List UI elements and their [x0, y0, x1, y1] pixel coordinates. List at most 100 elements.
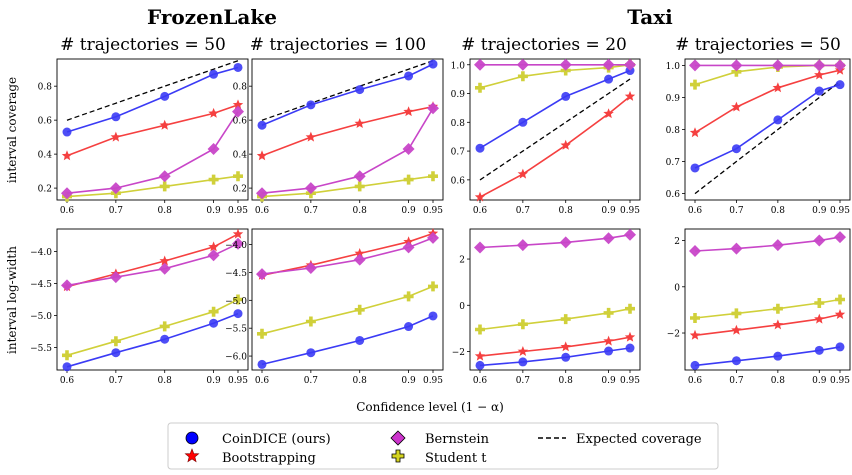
x-tick-label: 0.8 — [559, 206, 574, 216]
data-point-bernstein — [474, 241, 486, 254]
data-point-bootstrapping — [305, 131, 317, 142]
data-point-coindice-ours — [773, 115, 783, 125]
data-point-bernstein — [402, 241, 415, 254]
y-tick-label: −2 — [452, 348, 465, 358]
data-point-coindice-ours — [690, 360, 700, 370]
data-point-coindice-ours — [835, 80, 845, 90]
legend-label-bootstrapping: Bootstrapping — [222, 451, 316, 466]
data-point-bootstrapping — [403, 236, 414, 247]
x-tick-label: 0.9 — [601, 376, 616, 386]
data-point-coindice-ours — [257, 359, 267, 369]
data-point-bootstrapping — [731, 101, 742, 112]
panel-1: 0.6 0.7 0.8 0.9 0.95 0.2 0.4 0.6 0.8 — [38, 58, 249, 216]
data-point-student-t — [772, 303, 783, 314]
data-point-bootstrapping — [560, 341, 571, 352]
data-point-bootstrapping — [354, 118, 365, 128]
ylabel-logwidth: interval log-width — [5, 246, 19, 354]
legend-label-expected: Expected coverage — [576, 432, 702, 447]
data-point-bernstein — [834, 59, 846, 72]
data-point-coindice-ours — [625, 343, 635, 353]
x-tick-label: 0.7 — [729, 376, 744, 386]
data-point-bernstein — [730, 59, 743, 72]
data-point-bootstrapping — [689, 127, 701, 138]
data-point-bernstein — [730, 242, 743, 255]
plot-area — [61, 60, 244, 202]
data-point-student-t — [159, 321, 170, 332]
data-point-bernstein — [109, 271, 122, 284]
data-point-student-t — [403, 174, 414, 185]
panel-2: 0.6 0.7 0.8 0.9 0.95 0.2 0.4 0.6 0.8 — [233, 58, 444, 216]
x-tick-label: 0.6 — [255, 376, 270, 386]
data-point-coindice-ours — [731, 144, 741, 154]
y-tick-label: 0.2 — [233, 185, 247, 195]
legend-entry-coindice: CoinDICE (ours) — [185, 431, 331, 447]
data-point-bernstein — [624, 58, 636, 71]
x-tick-label: 0.95 — [620, 206, 640, 216]
y-tick-label: −4.5 — [225, 269, 247, 279]
data-point-bernstein — [834, 231, 846, 244]
plot-area — [474, 58, 636, 202]
panel-title-2: # trajectories = 100 — [250, 35, 427, 55]
legend: CoinDICE (ours) Bootstrapping Bernstein … — [167, 422, 719, 470]
x-tick-label: 0.9 — [401, 376, 416, 386]
x-tick-label: 0.7 — [729, 206, 744, 216]
data-point-student-t — [110, 336, 121, 347]
data-point-coindice-ours — [62, 362, 72, 372]
data-point-bootstrapping — [474, 350, 486, 361]
y-tick-label: 0.2 — [38, 185, 52, 195]
data-point-bootstrapping — [624, 90, 636, 101]
data-point-coindice-ours — [428, 59, 438, 69]
data-point-bernstein — [427, 102, 439, 115]
y-tick-label: −5.0 — [225, 297, 247, 307]
data-point-coindice-ours — [233, 309, 243, 319]
data-point-student-t — [690, 313, 700, 323]
y-tick-label: −2 — [667, 330, 680, 340]
data-point-student-t — [603, 307, 614, 318]
plot-area — [61, 228, 244, 372]
data-point-coindice-ours — [518, 357, 528, 367]
data-point-bernstein — [516, 58, 529, 71]
x-tick-label: 0.8 — [771, 376, 786, 386]
panel-title-3: # trajectories = 20 — [461, 35, 627, 55]
legend-entry-bernstein: Bernstein — [390, 430, 490, 447]
series-line-expected-coverage — [694, 80, 841, 195]
data-point-coindice-ours — [814, 86, 824, 96]
x-tick-label: 0.9 — [206, 376, 221, 386]
data-point-coindice-ours — [475, 360, 485, 370]
data-point-bootstrapping — [208, 107, 219, 118]
plot-frame — [469, 228, 641, 371]
y-tick-label: 2 — [674, 237, 680, 247]
data-point-student-t — [517, 71, 528, 82]
x-tick-label: 0.95 — [830, 206, 850, 216]
data-point-bernstein — [207, 249, 220, 262]
y-tick-label: 0.8 — [666, 126, 681, 136]
group-title-taxi: Taxi — [627, 5, 673, 29]
data-point-student-t — [475, 324, 485, 335]
x-tick-label: 0.6 — [688, 376, 703, 386]
data-point-student-t — [560, 314, 571, 325]
data-point-coindice-ours — [209, 69, 219, 79]
series-line-expected-coverage — [261, 60, 434, 121]
panel-7: 0.6 0.7 0.8 0.9 0.95 −2 0 2 — [452, 228, 641, 386]
y-tick-label: 0.8 — [451, 119, 466, 129]
x-tick-label: 0.6 — [255, 206, 270, 216]
y-tick-label: 2 — [459, 256, 465, 266]
x-tick-label: 0.8 — [158, 206, 173, 216]
data-point-coindice-ours — [404, 71, 414, 81]
y-tick-label: −5.0 — [30, 312, 52, 322]
data-point-coindice-ours — [306, 100, 316, 110]
data-point-student-t — [625, 303, 635, 314]
data-point-coindice-ours — [62, 127, 72, 137]
data-point-bootstrapping — [603, 335, 614, 346]
y-tick-label: −5.5 — [225, 325, 247, 335]
x-tick-label: 0.9 — [812, 206, 827, 216]
legend-label-student-t: Student t — [425, 451, 487, 466]
panel-5: 0.6 0.7 0.8 0.9 0.95 −5.5 −5.0 −4.5 −4.0 — [30, 228, 249, 386]
x-tick-label: 0.95 — [228, 206, 248, 216]
data-point-student-t — [835, 294, 845, 305]
x-tick-label: 0.8 — [353, 376, 368, 386]
series-line-expected-coverage — [479, 78, 631, 181]
y-tick-label: 0 — [674, 283, 680, 293]
data-point-bootstrapping — [474, 191, 486, 202]
data-point-coindice-ours — [428, 311, 438, 321]
